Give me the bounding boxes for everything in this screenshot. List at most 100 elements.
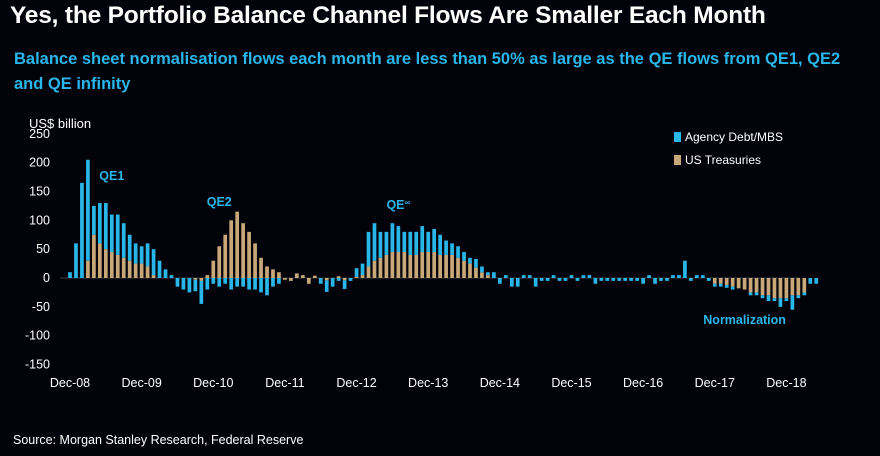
agency-bar	[157, 260, 162, 278]
agency-bar	[480, 266, 484, 273]
treasuries-bar	[139, 263, 144, 278]
agency-bar	[384, 231, 389, 255]
x-tick-label: Dec-17	[695, 376, 735, 390]
agency-bar	[599, 278, 604, 281]
agency-bar	[778, 298, 783, 307]
treasuries-bar	[145, 266, 150, 278]
treasuries-bar	[372, 260, 377, 278]
agency-bar	[253, 278, 257, 290]
agency-bar	[360, 263, 365, 276]
agency-bar	[324, 280, 329, 292]
agency-bar	[593, 278, 598, 284]
agency-bar	[456, 246, 460, 258]
agency-bar	[605, 278, 610, 281]
agency-bar	[432, 228, 437, 253]
agency-bar	[474, 258, 478, 268]
x-tick-label: Dec-10	[193, 376, 233, 390]
agency-bar	[372, 223, 377, 261]
agency-bar	[139, 246, 144, 264]
y-tick-label: -150	[25, 358, 50, 372]
agency-bar	[223, 278, 228, 284]
agency-bar	[187, 278, 192, 293]
treasuries-bar	[98, 243, 102, 278]
agency-bar	[641, 278, 645, 284]
agency-bar	[647, 275, 651, 278]
agency-bar	[784, 298, 789, 302]
agency-bar	[551, 275, 556, 278]
agency-bar	[402, 231, 407, 253]
agency-bar	[796, 295, 801, 299]
treasuries-bar	[151, 275, 156, 278]
x-tick-label: Dec-15	[551, 376, 591, 390]
y-tick-label: 100	[29, 213, 50, 227]
treasuries-bar	[796, 278, 801, 296]
treasuries-bar	[724, 278, 729, 285]
agency-bar	[533, 278, 538, 287]
agency-bar	[175, 278, 180, 287]
treasuries-bar	[730, 278, 735, 287]
agency-bar	[557, 278, 562, 281]
treasuries-bar	[778, 278, 783, 299]
agency-bar	[205, 278, 210, 290]
agency-bar	[766, 295, 771, 302]
treasuries-bar	[205, 275, 210, 278]
annotations: QE1 QE2 QE∞ Normalization	[99, 169, 786, 327]
agency-bar	[438, 234, 442, 255]
treasuries-bar	[324, 278, 329, 281]
agency-bar	[706, 278, 711, 281]
treasuries-bar	[109, 252, 114, 278]
agency-bar	[587, 275, 592, 278]
agency-bar	[718, 283, 723, 287]
agency-bar	[265, 278, 269, 296]
agency-bar	[724, 284, 729, 288]
treasuries-bar	[283, 278, 287, 280]
agency-bar	[330, 278, 335, 287]
treasuries-bar	[790, 278, 795, 296]
agency-bar	[420, 226, 425, 253]
agency-bar	[772, 298, 777, 302]
agency-bar	[217, 278, 222, 287]
agency-bar	[336, 278, 341, 281]
treasuries-bar	[766, 278, 771, 296]
treasuries-bar	[742, 278, 747, 290]
agency-bar	[683, 260, 687, 278]
treasuries-bar	[366, 266, 371, 278]
agency-bar	[689, 278, 693, 281]
legend-label-agency: Agency Debt/MBS	[685, 130, 783, 144]
x-tick-label: Dec-16	[623, 376, 663, 390]
agency-bar	[462, 252, 466, 261]
agency-bar	[802, 292, 807, 296]
agency-bar	[109, 214, 114, 253]
agency-bar	[247, 278, 251, 290]
treasuries-bar	[193, 278, 198, 280]
agency-bar	[444, 240, 448, 255]
y-tick-label: -100	[25, 329, 50, 343]
treasuries-bar	[438, 254, 442, 278]
treasuries-bar	[271, 269, 275, 278]
y-tick-label: -50	[32, 300, 50, 314]
treasuries-bar	[199, 278, 204, 281]
agency-bar	[235, 278, 240, 287]
agency-bar	[671, 275, 675, 278]
annotation-label: QE∞	[386, 198, 410, 212]
treasuries-bar	[474, 267, 478, 278]
treasuries-bar	[468, 263, 472, 278]
agency-bar	[163, 269, 168, 278]
agency-bar	[521, 275, 526, 278]
agency-bar	[563, 278, 568, 281]
agency-bar	[259, 278, 263, 293]
agency-bar	[611, 278, 616, 281]
treasuries-bar	[121, 257, 126, 278]
treasuries-bar	[354, 276, 359, 278]
treasuries-bar	[223, 234, 228, 278]
treasuries-bar	[241, 223, 245, 278]
treasuries-bar	[253, 243, 257, 278]
agency-bar	[623, 278, 628, 281]
agency-bar	[509, 278, 514, 287]
treasuries-bar	[211, 260, 216, 278]
treasuries-bar	[748, 278, 753, 293]
agency-bar	[133, 243, 138, 264]
y-axis: 250 200 150 100 50 0 -50 -100 -150	[25, 127, 50, 372]
treasuries-bar	[772, 278, 777, 299]
agency-bar	[492, 272, 496, 278]
